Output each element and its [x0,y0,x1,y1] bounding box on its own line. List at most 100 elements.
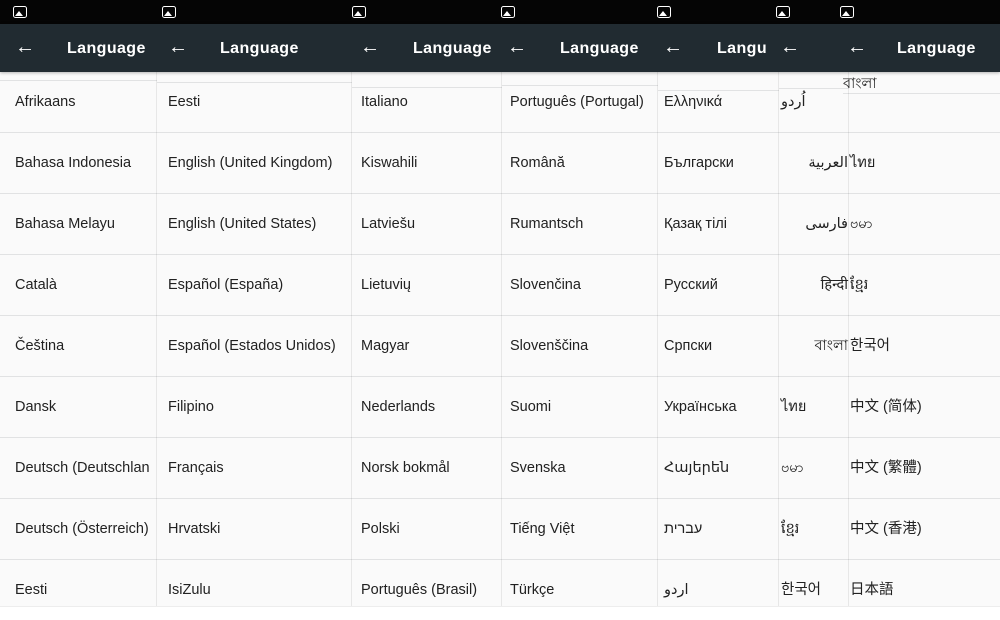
back-button[interactable]: ← [507,36,527,58]
page-title: Langu [717,40,767,57]
language-item[interactable]: বাংলা [814,338,848,354]
language-item[interactable]: Bahasa Indonesia [15,155,132,171]
divider [658,254,779,255]
divider [843,376,1000,377]
back-button[interactable]: ← [663,36,683,58]
divider [502,132,658,133]
language-item[interactable]: Hrvatski [168,521,221,537]
divider [779,88,849,89]
language-item[interactable]: Tiếng Việt [510,521,575,537]
divider [352,498,502,499]
language-item[interactable]: 한국어 [850,338,891,354]
divider [502,376,658,377]
divider [843,437,1000,438]
language-item[interactable]: العربية [808,155,848,171]
language-item[interactable]: Հայերեն [664,460,730,476]
divider [779,437,849,438]
language-item[interactable]: Español (Estados Unidos) [168,338,336,354]
language-item[interactable]: বাংলা [843,76,877,92]
language-item[interactable]: 中文 (繁體) [850,460,922,476]
language-item[interactable]: Русский [664,277,718,293]
language-item[interactable]: Українська [664,399,737,415]
language-item[interactable]: Slovenščina [510,338,589,354]
divider [779,376,849,377]
divider [352,315,502,316]
language-item[interactable]: ไทย [781,399,807,415]
language-item[interactable]: English (United States) [168,216,317,232]
divider [352,193,502,194]
divider [157,254,352,255]
language-list-column: বাংলা ไทย ဗမာ ខ្មែរ 한국어 中文 (简体) 中文 (繁體) 中文 (香港)… [843,72,1000,606]
language-item[interactable]: اردو [664,582,689,598]
language-item[interactable]: Eesti [168,94,201,110]
language-item[interactable]: Български [664,155,734,171]
language-item[interactable]: ខ្មែរ [781,521,800,537]
language-item[interactable]: Română [510,155,565,171]
language-item[interactable]: Português (Brasil) [361,582,478,598]
language-item[interactable]: Eesti [15,582,48,598]
divider [658,376,779,377]
language-item[interactable]: Српски [664,338,713,354]
language-item[interactable]: Slovenčina [510,277,581,293]
language-item[interactable]: Čeština [15,338,65,354]
divider [779,498,849,499]
back-button[interactable]: ← [168,36,188,58]
language-item[interactable]: Español (España) [168,277,284,293]
language-item[interactable]: हिन्दी [820,277,848,293]
language-item[interactable]: اُردو [781,94,806,110]
language-item[interactable]: עברית [664,521,703,537]
language-item[interactable]: Kiswahili [361,155,418,171]
language-item[interactable]: Svenska [510,460,566,476]
language-item[interactable]: 中文 (简体) [850,399,922,415]
language-item[interactable]: ဗမာ [781,460,804,476]
language-item[interactable]: 日本語 [850,582,894,598]
divider [843,254,1000,255]
language-list-column: Eesti English (United Kingdom) English (Un… [157,72,352,606]
divider [658,132,779,133]
language-item[interactable]: English (United Kingdom) [168,155,333,171]
mountain-glyph [659,11,667,16]
language-item[interactable]: Magyar [361,338,410,354]
back-button[interactable]: ← [15,36,35,58]
language-item[interactable]: Deutsch (Deutschlan [15,460,150,476]
language-item[interactable]: IsiZulu [168,582,211,598]
divider [843,193,1000,194]
back-button[interactable]: ← [847,36,867,58]
language-item[interactable]: Latviešu [361,216,416,232]
back-button[interactable]: ← [780,36,800,58]
language-item[interactable]: Català [15,277,57,293]
language-item[interactable]: Deutsch (Österreich) [15,521,149,537]
screenshot-icon [776,6,790,18]
language-item[interactable]: Português (Portugal) [510,94,644,110]
language-item[interactable]: Lietuvių [361,277,411,293]
language-item[interactable]: Қазақ тілі [664,216,727,232]
language-item[interactable]: Filipino [168,399,214,415]
divider [0,254,157,255]
divider [658,437,779,438]
divider [352,437,502,438]
language-item[interactable]: ไทย [850,155,876,171]
language-item[interactable]: Bahasa Melayu [15,216,115,232]
language-item[interactable]: Italiano [361,94,408,110]
language-item[interactable]: Français [168,460,224,476]
panel-seam [501,72,502,606]
back-button[interactable]: ← [360,36,380,58]
language-item[interactable]: Nederlands [361,399,436,415]
language-item[interactable]: فارسی [805,216,848,232]
divider [157,132,352,133]
language-item[interactable]: 中文 (香港) [850,521,922,537]
language-item[interactable]: Afrikaans [15,94,76,110]
language-item[interactable]: Dansk [15,399,57,415]
language-item[interactable]: Suomi [510,399,552,415]
language-item[interactable]: Norsk bokmål [361,460,450,476]
language-item[interactable]: Polski [361,521,400,537]
divider [0,376,157,377]
language-item[interactable]: Türkçe [510,582,555,598]
language-list-column: Ελληνικά Български Қазақ тілі Русский Српски… [658,72,779,606]
language-item[interactable]: Ελληνικά [664,94,723,110]
language-item[interactable]: Rumantsch [510,216,584,232]
divider [779,315,849,316]
language-item[interactable]: 한국어 [781,582,822,598]
language-item[interactable]: ဗမာ [850,216,873,232]
language-item[interactable]: ខ្មែរ [850,277,869,293]
